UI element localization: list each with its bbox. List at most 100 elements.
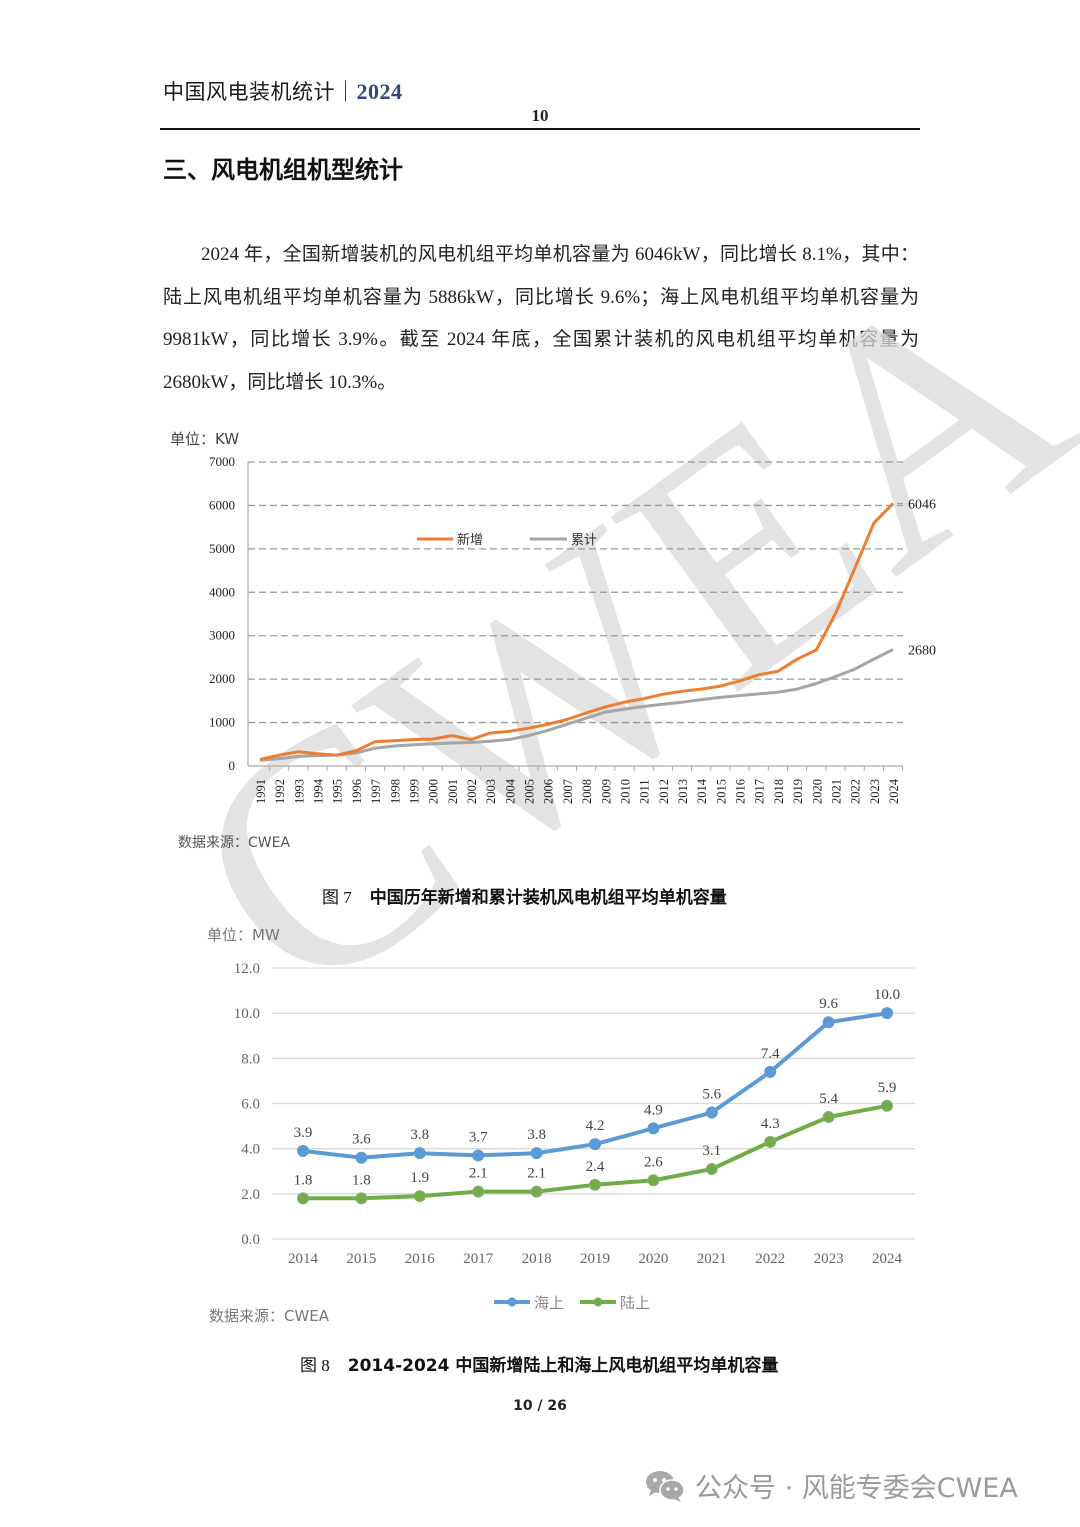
data-point bbox=[297, 1144, 309, 1157]
y-tick-label: 1000 bbox=[209, 715, 235, 730]
x-tick-label: 1996 bbox=[350, 779, 364, 804]
x-tick-label: 1994 bbox=[312, 778, 326, 804]
y-tick-label: 8.0 bbox=[241, 1051, 260, 1067]
y-tick-label: 0.0 bbox=[241, 1232, 260, 1248]
y-tick-label: 3000 bbox=[209, 628, 235, 643]
x-tick-label: 2017 bbox=[463, 1251, 494, 1267]
data-point bbox=[413, 1147, 426, 1160]
x-tick-label: 2015 bbox=[346, 1251, 376, 1267]
x-tick-label: 2023 bbox=[868, 779, 882, 804]
x-tick-label: 2019 bbox=[791, 779, 805, 804]
data-label: 5.4 bbox=[819, 1091, 838, 1107]
fig8-caption: 图 8 2014-2024 中国新增陆上和海上风电机组平均单机容量 bbox=[300, 1351, 778, 1376]
data-label: 1.8 bbox=[294, 1172, 313, 1188]
x-tick-label: 2022 bbox=[755, 1251, 785, 1267]
x-tick-label: 2020 bbox=[810, 779, 824, 804]
x-tick-label: 2013 bbox=[676, 779, 690, 804]
data-label: 5.6 bbox=[702, 1087, 721, 1103]
x-tick-label: 1992 bbox=[273, 779, 287, 804]
data-point bbox=[589, 1138, 601, 1151]
x-tick-label: 1997 bbox=[369, 779, 383, 804]
data-point bbox=[355, 1151, 368, 1164]
fig7-unit-label: 单位：KW bbox=[170, 430, 240, 448]
data-label: 3.6 bbox=[352, 1132, 371, 1148]
fig7-source-label: 数据来源：CWEA bbox=[178, 835, 291, 851]
data-point bbox=[647, 1122, 660, 1135]
legend-label-offshore: 海上 bbox=[534, 1295, 564, 1312]
data-label: 3.1 bbox=[702, 1143, 721, 1159]
x-tick-label: 2012 bbox=[657, 779, 671, 804]
data-point bbox=[589, 1178, 601, 1191]
page-indicator: 10 / 26 bbox=[513, 1398, 567, 1414]
header-year: 2024 bbox=[356, 79, 403, 104]
data-point bbox=[413, 1190, 426, 1203]
series-line bbox=[259, 648, 894, 762]
x-tick-label: 2003 bbox=[484, 779, 498, 804]
data-label: 3.7 bbox=[469, 1129, 488, 1145]
x-tick-label: 1991 bbox=[254, 779, 268, 804]
data-label: 2.4 bbox=[586, 1159, 605, 1175]
x-tick-label: 2024 bbox=[872, 1251, 903, 1267]
data-label: 4.9 bbox=[644, 1102, 663, 1118]
legend-label-new: 新增 bbox=[457, 532, 483, 547]
y-tick-label: 5000 bbox=[209, 541, 235, 556]
fig7-line-chart: 0 1000 2000 3000 4000 5000 6000 7000 1991 1992 199… bbox=[209, 454, 936, 804]
x-tick-label: 2000 bbox=[427, 779, 441, 804]
data-label: 2.1 bbox=[527, 1166, 546, 1182]
y-tick-label: 2000 bbox=[209, 671, 235, 686]
x-tick-label: 2004 bbox=[503, 778, 517, 804]
end-label-cumulative: 2680 bbox=[908, 644, 936, 659]
fig8-caption-number: 图 8 bbox=[300, 1356, 330, 1375]
x-tick-label: 2014 bbox=[288, 1251, 319, 1267]
legend-label-cumulative: 累计 bbox=[571, 532, 597, 547]
data-point bbox=[705, 1106, 718, 1119]
doc-title: 中国风电装机统计 bbox=[163, 80, 335, 104]
x-tick-label: 2007 bbox=[561, 779, 575, 804]
wechat-account-text: 公众号 · 风能专委会CWEA bbox=[695, 1473, 1018, 1504]
fig8-source-label: 数据来源：CWEA bbox=[209, 1307, 330, 1325]
data-point bbox=[764, 1065, 777, 1078]
data-point bbox=[647, 1174, 660, 1187]
y-tick-label: 6.0 bbox=[241, 1097, 260, 1113]
x-tick-label: 2010 bbox=[618, 779, 632, 804]
data-label: 5.9 bbox=[878, 1080, 897, 1096]
x-tick-label: 2002 bbox=[465, 779, 479, 804]
y-tick-label: 2.0 bbox=[241, 1187, 260, 1203]
wechat-account-label: 公众号 · 风能专委会CWEA bbox=[645, 1466, 1018, 1505]
y-tick-label: 4.0 bbox=[241, 1142, 260, 1158]
y-tick-label: 7000 bbox=[209, 454, 235, 469]
x-tick-label: 2019 bbox=[580, 1251, 610, 1267]
x-tick-label: 1999 bbox=[407, 779, 421, 804]
legend-label-onshore: 陆上 bbox=[620, 1295, 650, 1312]
x-tick-label: 2005 bbox=[523, 779, 537, 804]
y-tick-label: 6000 bbox=[209, 497, 235, 512]
x-tick-label: 2020 bbox=[638, 1251, 668, 1267]
x-tick-label: 2018 bbox=[772, 779, 786, 804]
x-tick-label: 2018 bbox=[522, 1251, 552, 1267]
x-tick-label: 1998 bbox=[388, 779, 402, 804]
data-label: 1.8 bbox=[352, 1172, 371, 1188]
x-tick-label: 2021 bbox=[697, 1251, 727, 1267]
data-point bbox=[822, 1111, 835, 1124]
header-page-number: 10 bbox=[531, 106, 549, 125]
data-label: 3.9 bbox=[294, 1125, 313, 1141]
x-tick-label: 2021 bbox=[829, 779, 843, 804]
x-tick-label: 2016 bbox=[734, 779, 748, 804]
y-tick-label: 10.0 bbox=[234, 1006, 260, 1022]
data-point bbox=[881, 1099, 893, 1112]
x-tick-label: 2017 bbox=[753, 779, 767, 804]
data-point bbox=[530, 1185, 543, 1198]
data-label: 2.1 bbox=[469, 1166, 488, 1182]
fig7-caption-text: 中国历年新增和累计装机风电机组平均单机容量 bbox=[369, 888, 727, 908]
y-tick-label: 12.0 bbox=[234, 961, 260, 977]
data-point bbox=[705, 1162, 718, 1175]
body-text: 2024 年，全国新增装机的风电机组平均单机容量为 6046kW，同比增长 8.… bbox=[163, 234, 919, 404]
x-tick-label: 2009 bbox=[599, 779, 613, 804]
data-point bbox=[822, 1016, 835, 1029]
data-point bbox=[472, 1149, 485, 1162]
data-point bbox=[530, 1147, 543, 1160]
x-tick-label: 2014 bbox=[695, 778, 709, 804]
fig7-caption-number: 图 7 bbox=[322, 888, 352, 907]
data-label: 3.8 bbox=[527, 1127, 546, 1143]
data-point bbox=[764, 1135, 777, 1148]
